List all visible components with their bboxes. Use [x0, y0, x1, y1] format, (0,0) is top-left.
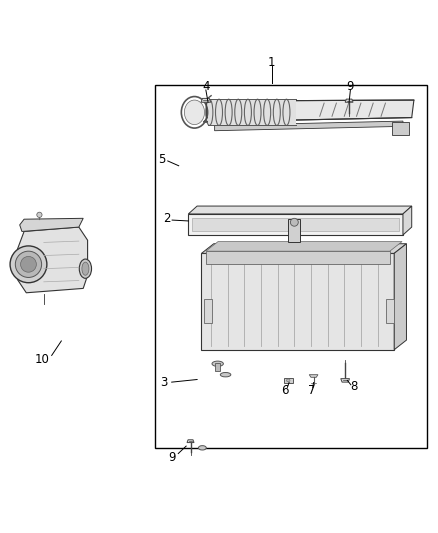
Polygon shape — [204, 100, 414, 122]
Ellipse shape — [212, 361, 223, 366]
Bar — [155, 85, 427, 448]
Polygon shape — [345, 99, 353, 102]
Text: 6: 6 — [281, 384, 289, 397]
Bar — [192, 219, 399, 231]
Polygon shape — [188, 206, 412, 214]
Polygon shape — [18, 227, 88, 293]
Text: 9: 9 — [168, 450, 176, 464]
Ellipse shape — [286, 379, 290, 382]
Text: 2: 2 — [162, 212, 170, 225]
Polygon shape — [201, 99, 211, 102]
Polygon shape — [341, 378, 350, 382]
Bar — [215, 364, 220, 371]
Circle shape — [290, 219, 298, 226]
Text: 9: 9 — [346, 80, 354, 93]
Bar — [288, 219, 300, 241]
Bar — [201, 253, 394, 350]
Polygon shape — [215, 121, 403, 131]
Bar — [208, 99, 296, 125]
Circle shape — [37, 212, 42, 217]
Polygon shape — [20, 219, 83, 231]
Polygon shape — [206, 241, 402, 251]
Bar — [284, 378, 293, 383]
Text: 1: 1 — [268, 56, 276, 69]
Bar — [392, 122, 409, 135]
Text: 5: 5 — [159, 152, 166, 166]
Text: 8: 8 — [350, 380, 357, 393]
Text: 10: 10 — [34, 353, 49, 366]
Circle shape — [21, 256, 36, 272]
Polygon shape — [309, 375, 318, 377]
Circle shape — [10, 246, 47, 282]
Polygon shape — [394, 244, 406, 350]
Text: 7: 7 — [308, 384, 316, 397]
Ellipse shape — [184, 100, 205, 125]
Polygon shape — [187, 440, 194, 442]
Ellipse shape — [82, 262, 89, 275]
Text: 3: 3 — [161, 376, 168, 389]
Text: 4: 4 — [202, 80, 210, 93]
Bar — [206, 251, 390, 264]
Polygon shape — [201, 244, 406, 253]
Ellipse shape — [79, 259, 92, 278]
Bar — [204, 300, 212, 324]
Polygon shape — [403, 206, 412, 235]
Circle shape — [15, 251, 42, 278]
Ellipse shape — [198, 446, 206, 450]
Bar — [386, 300, 394, 324]
Ellipse shape — [220, 373, 231, 377]
Bar — [188, 214, 403, 235]
